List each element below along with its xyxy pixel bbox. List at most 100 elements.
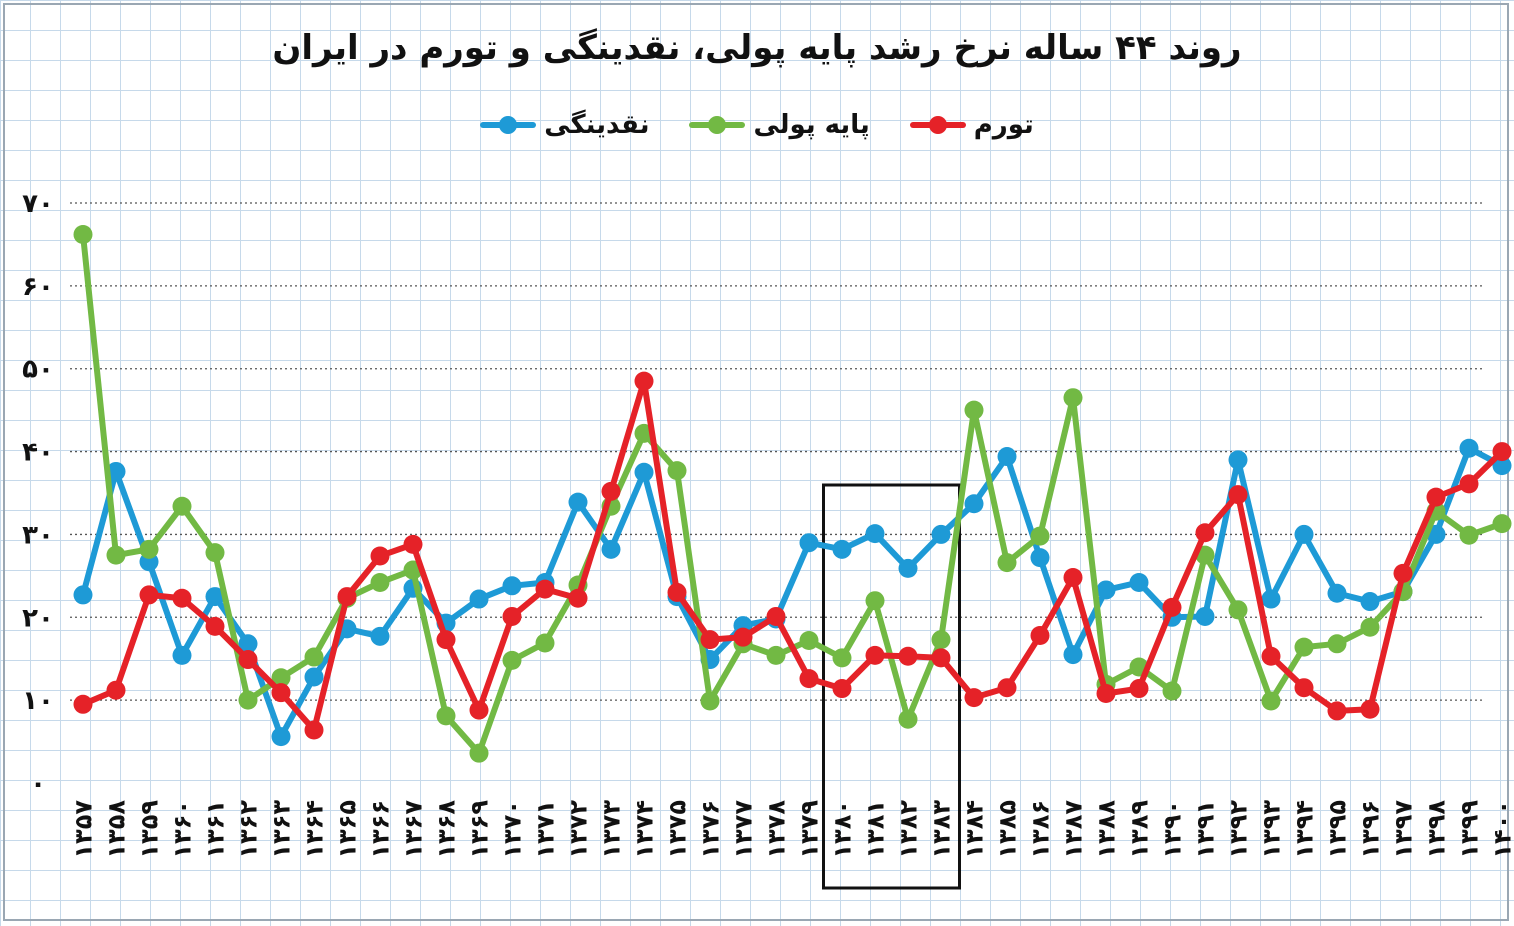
- data-point-liquidity: [832, 539, 852, 559]
- data-point-inflation: [106, 680, 126, 700]
- legend-item-liquidity: نقدینگی: [480, 110, 649, 140]
- x-tick-label: ۱۳۸۹: [1125, 800, 1153, 859]
- legend-label-monetary-base: پایه پولی: [753, 110, 870, 140]
- x-tick-label: ۱۳۹۲: [1224, 800, 1252, 859]
- x-tick-label: ۱۳۸۴: [960, 800, 988, 859]
- x-tick-label: ۱۳۵۹: [135, 800, 163, 859]
- data-point-liquidity: [1030, 548, 1050, 568]
- data-point-monetary-base: [238, 690, 258, 710]
- data-point-liquidity: [205, 587, 225, 607]
- legend-item-inflation: تورم: [909, 110, 1034, 140]
- data-point-inflation: [271, 683, 291, 703]
- x-tick-label: ۱۳۶۳: [267, 800, 295, 859]
- legend-item-monetary-base: پایه پولی: [689, 110, 870, 140]
- data-point-inflation: [667, 582, 687, 602]
- data-point-monetary-base: [172, 496, 192, 516]
- data-point-liquidity: [1129, 572, 1149, 592]
- chart-title: روند ۴۴ ساله نرخ رشد پایه پولی، نقدینگی …: [272, 28, 1242, 68]
- x-tick-label: ۱۳۶۴: [300, 800, 328, 859]
- data-point-inflation: [865, 645, 885, 665]
- series-line-inflation: [80, 378, 1505, 733]
- x-tick-label: ۱۳۷۳: [597, 800, 625, 859]
- data-point-monetary-base: [1063, 388, 1083, 408]
- data-point-liquidity: [964, 494, 984, 514]
- data-point-monetary-base: [667, 461, 687, 481]
- data-point-inflation: [1360, 699, 1380, 719]
- data-point-monetary-base: [1261, 691, 1281, 711]
- data-point-inflation: [700, 630, 720, 650]
- y-tick-label: ۲۰: [22, 603, 54, 633]
- data-point-monetary-base: [535, 633, 555, 653]
- legend-swatch-liquidity: [480, 116, 537, 134]
- x-tick-label: ۱۳۷۷: [729, 800, 757, 859]
- data-point-liquidity: [601, 539, 621, 559]
- x-tick-label: ۱۳۹۸: [1422, 800, 1450, 859]
- data-point-liquidity: [799, 533, 819, 553]
- x-tick-label: ۱۳۹۳: [1257, 800, 1285, 859]
- data-point-inflation: [436, 630, 456, 650]
- data-point-liquidity: [1492, 456, 1512, 476]
- data-point-monetary-base: [898, 709, 918, 729]
- legend-swatch-inflation: [909, 116, 966, 134]
- data-point-liquidity: [1096, 580, 1116, 600]
- data-point-liquidity: [106, 461, 126, 481]
- data-point-inflation: [601, 481, 621, 501]
- data-point-inflation: [1492, 442, 1512, 462]
- data-point-inflation: [469, 700, 489, 720]
- data-point-monetary-base: [73, 224, 93, 244]
- data-point-inflation: [1459, 474, 1479, 494]
- x-tick-label: ۱۴۰۰: [1488, 800, 1514, 859]
- x-tick-label: ۱۳۷۹: [795, 800, 823, 859]
- data-point-liquidity: [1360, 592, 1380, 612]
- data-point-inflation: [238, 650, 258, 670]
- data-point-liquidity: [1327, 583, 1347, 603]
- data-point-liquidity: [997, 447, 1017, 467]
- data-point-monetary-base: [271, 668, 291, 688]
- x-tick-label: ۱۳۹۶: [1356, 800, 1384, 859]
- legend-swatch-monetary-base: [689, 116, 746, 134]
- data-point-liquidity: [73, 585, 93, 605]
- x-tick-label: ۱۳۶۹: [465, 800, 493, 859]
- data-point-liquidity: [898, 558, 918, 578]
- data-point-monetary-base: [865, 591, 885, 611]
- data-point-inflation: [502, 606, 522, 626]
- legend-label-inflation: تورم: [973, 110, 1034, 140]
- data-point-monetary-base: [1492, 514, 1512, 534]
- data-point-monetary-base: [106, 545, 126, 565]
- x-tick-label: ۱۳۶۷: [399, 800, 427, 859]
- data-point-inflation: [997, 678, 1017, 698]
- highlight-box: [822, 483, 961, 890]
- data-point-monetary-base: [1294, 637, 1314, 657]
- data-point-monetary-base: [502, 650, 522, 670]
- data-point-inflation: [1393, 563, 1413, 583]
- data-point-monetary-base: [997, 553, 1017, 573]
- data-point-monetary-base: [205, 543, 225, 563]
- data-point-inflation: [1228, 485, 1248, 505]
- x-tick-label: ۱۳۸۰: [828, 800, 856, 859]
- x-tick-label: ۱۳۸۶: [1026, 800, 1054, 859]
- x-tick-label: ۱۳۹۴: [1290, 800, 1318, 859]
- x-tick-label: ۱۳۸۲: [894, 800, 922, 859]
- data-point-inflation: [205, 616, 225, 636]
- x-tick-label: ۱۳۵۸: [102, 800, 130, 859]
- data-point-monetary-base: [139, 539, 159, 559]
- data-point-inflation: [1195, 523, 1215, 543]
- y-tick-label: ۴۰: [22, 438, 54, 468]
- x-tick-label: ۱۳۸۱: [861, 800, 889, 859]
- data-point-inflation: [964, 688, 984, 708]
- data-point-inflation: [139, 585, 159, 605]
- x-tick-label: ۱۳۶۸: [432, 800, 460, 859]
- x-tick-label: ۱۳۹۵: [1323, 800, 1351, 859]
- series-line-liquidity: [80, 445, 1505, 740]
- data-point-liquidity: [1294, 524, 1314, 544]
- x-tick-label: ۱۳۸۷: [1059, 800, 1087, 859]
- data-point-monetary-base: [1327, 634, 1347, 654]
- x-tick-label: ۱۳۹۹: [1455, 800, 1483, 859]
- data-point-inflation: [1327, 701, 1347, 721]
- x-tick-label: ۱۳۶۱: [201, 800, 229, 859]
- y-tick-label: ۶۰: [22, 272, 54, 302]
- x-tick-label: ۱۳۷۲: [564, 800, 592, 859]
- data-point-inflation: [1063, 568, 1083, 588]
- data-point-inflation: [1096, 684, 1116, 704]
